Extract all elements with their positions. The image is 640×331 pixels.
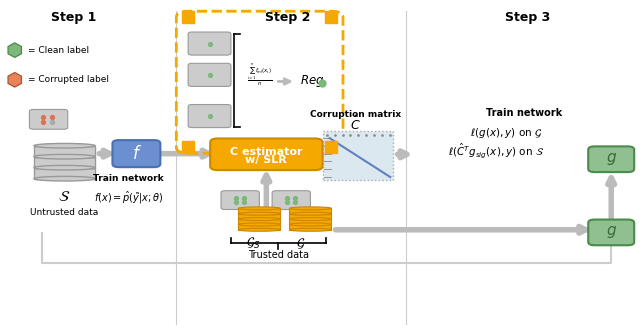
Bar	[289, 219, 332, 224]
Text: $g$: $g$	[605, 224, 617, 240]
FancyBboxPatch shape	[113, 140, 161, 167]
Text: $Reg$: $Reg$	[300, 73, 324, 89]
Ellipse shape	[289, 207, 332, 210]
Text: C estimator: C estimator	[230, 147, 303, 157]
Text: $\ell(\hat{C}^T g_{sig}(x), y)$ on $\mathcal{S}$: $\ell(\hat{C}^T g_{sig}(x), y)$ on $\mat…	[448, 141, 544, 160]
Ellipse shape	[238, 217, 280, 220]
Text: w/ SLR: w/ SLR	[246, 155, 287, 165]
Ellipse shape	[289, 223, 332, 226]
Bar	[34, 146, 95, 157]
Text: $\mathcal{S}$: $\mathcal{S}$	[58, 189, 70, 204]
Text: Step 1: Step 1	[51, 11, 97, 24]
Text: $\hat{C}$: $\hat{C}$	[350, 115, 360, 133]
Bar	[289, 208, 332, 214]
Bar	[238, 214, 280, 219]
FancyBboxPatch shape	[188, 63, 231, 86]
FancyBboxPatch shape	[272, 191, 310, 210]
Ellipse shape	[34, 176, 95, 181]
Polygon shape	[8, 43, 21, 57]
Text: $\frac{\sum_{i=1}^{n}f_{ml}(x_i)}{n}$: $\frac{\sum_{i=1}^{n}f_{ml}(x_i)}{n}$	[246, 62, 272, 88]
Ellipse shape	[34, 154, 95, 159]
FancyBboxPatch shape	[588, 146, 634, 172]
Text: Train network: Train network	[93, 174, 164, 183]
Bar	[34, 168, 95, 179]
FancyBboxPatch shape	[29, 110, 68, 129]
Text: Step 2: Step 2	[266, 11, 311, 24]
Bar	[238, 219, 280, 224]
Text: Untrusted data: Untrusted data	[31, 208, 99, 217]
Text: $\mathcal{G}_S$: $\mathcal{G}_S$	[246, 236, 260, 252]
Text: $\ell(g(x), y)$ on $\mathcal{G}$: $\ell(g(x), y)$ on $\mathcal{G}$	[470, 125, 543, 140]
Ellipse shape	[34, 143, 95, 148]
Text: $g$: $g$	[605, 151, 617, 167]
Text: = Corrupted label: = Corrupted label	[28, 75, 109, 84]
Ellipse shape	[289, 228, 332, 231]
Text: Train network: Train network	[486, 108, 563, 118]
FancyBboxPatch shape	[588, 219, 634, 245]
FancyBboxPatch shape	[221, 191, 259, 210]
Text: $f(x) = \hat{p}(\tilde{y}|x;\theta)$: $f(x) = \hat{p}(\tilde{y}|x;\theta)$	[93, 190, 163, 207]
Bar	[289, 224, 332, 230]
Text: $f$: $f$	[132, 145, 141, 163]
Ellipse shape	[238, 223, 280, 226]
Bar	[323, 131, 394, 180]
FancyBboxPatch shape	[188, 105, 231, 127]
FancyBboxPatch shape	[188, 32, 231, 55]
Text: $\mathcal{G}$: $\mathcal{G}$	[296, 236, 305, 251]
Text: Step 3: Step 3	[505, 11, 550, 24]
Text: Corruption matrix: Corruption matrix	[310, 110, 401, 119]
Text: = Clean label: = Clean label	[28, 46, 89, 55]
Ellipse shape	[289, 212, 332, 215]
Ellipse shape	[238, 228, 280, 231]
Bar	[238, 224, 280, 230]
Ellipse shape	[238, 212, 280, 215]
Bar	[238, 208, 280, 214]
Ellipse shape	[289, 217, 332, 220]
Ellipse shape	[34, 166, 95, 170]
FancyBboxPatch shape	[210, 138, 323, 170]
Bar	[34, 157, 95, 168]
Ellipse shape	[238, 207, 280, 210]
Polygon shape	[8, 72, 21, 87]
Bar	[289, 214, 332, 219]
Text: Trusted data: Trusted data	[248, 250, 309, 260]
